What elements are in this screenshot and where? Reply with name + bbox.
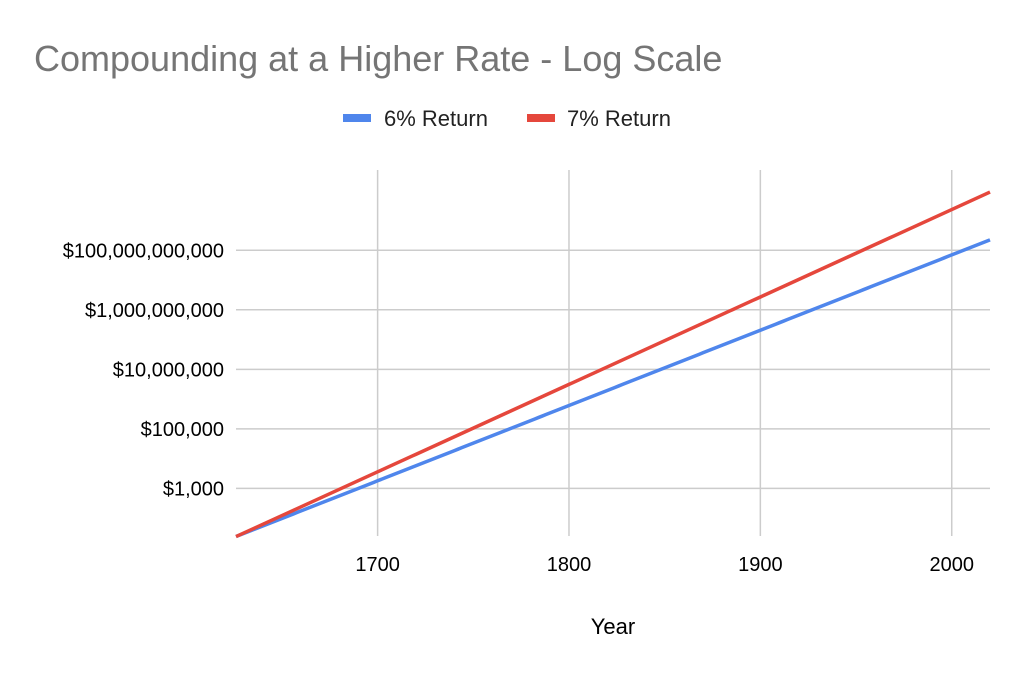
x-tick-label: 1800 [547, 554, 592, 576]
y-tick-label: $1,000,000,000 [85, 300, 224, 322]
x-axis-title: Year [591, 614, 635, 639]
x-tick-label: 1700 [355, 554, 400, 576]
legend-swatch-6-return [343, 114, 371, 122]
legend-swatch-7-return [527, 114, 555, 122]
chart-title: Compounding at a Higher Rate - Log Scale [34, 38, 722, 79]
y-tick-label: $100,000,000,000 [63, 240, 224, 262]
y-tick-label: $10,000,000 [113, 359, 224, 381]
x-axis-ticks: 1700 1800 1900 2000 [355, 554, 974, 576]
y-tick-label: $1,000 [163, 478, 224, 500]
y-axis-ticks: $1,000 $100,000 $10,000,000 $1,000,000,000 $… [63, 240, 224, 500]
series-line-7-return [235, 190, 991, 539]
legend: 6% Return 7% Return [343, 106, 671, 131]
legend-label-7-return: 7% Return [567, 106, 671, 131]
y-tick-label: $100,000 [141, 419, 224, 441]
gridlines [236, 170, 990, 536]
x-tick-label: 2000 [929, 554, 974, 576]
x-tick-label: 1900 [738, 554, 783, 576]
series-lines [235, 190, 991, 539]
legend-label-6-return: 6% Return [384, 106, 488, 131]
series-line-6-return [235, 238, 991, 539]
